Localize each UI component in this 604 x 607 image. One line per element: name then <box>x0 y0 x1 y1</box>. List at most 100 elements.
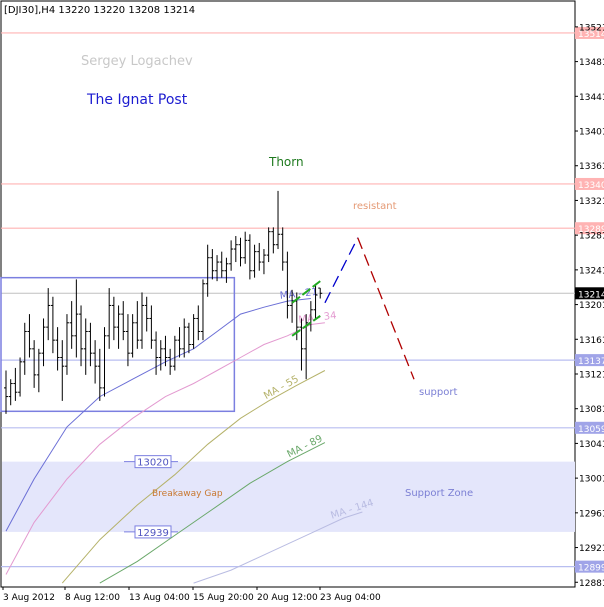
candle <box>79 305 84 367</box>
candle <box>140 292 145 349</box>
candle <box>130 314 135 358</box>
brand-watermark: The Ignat Post <box>86 92 188 108</box>
support-zone-top-tag-box <box>134 455 172 469</box>
candle <box>144 296 149 332</box>
candle <box>27 314 32 358</box>
candle <box>233 236 238 263</box>
candle <box>168 348 173 375</box>
candle <box>219 251 224 278</box>
candle <box>13 367 18 401</box>
candle <box>238 237 243 267</box>
candle <box>229 240 234 271</box>
candle <box>60 340 65 401</box>
support-zone-bottom-tag-box <box>134 525 172 539</box>
candle <box>158 340 163 371</box>
candle <box>97 348 102 401</box>
candle <box>116 305 121 349</box>
level-tag-13514: 13514 <box>578 30 604 40</box>
candle <box>313 283 318 319</box>
candle <box>247 234 252 280</box>
level-tag-bg-13137 <box>575 354 604 367</box>
candle <box>280 227 285 271</box>
candle <box>154 331 159 375</box>
candle <box>276 190 281 250</box>
candle <box>121 301 126 341</box>
candle <box>186 322 191 354</box>
level-tag-bg-13059 <box>575 421 604 434</box>
level-tag-bg-13340 <box>575 177 604 190</box>
candle <box>172 335 177 371</box>
candle <box>252 244 257 278</box>
candle <box>224 257 229 283</box>
candle <box>50 296 55 354</box>
candle <box>55 327 60 371</box>
candle <box>196 305 201 341</box>
candle <box>41 318 46 367</box>
candle <box>261 249 266 275</box>
candle <box>88 322 93 367</box>
candle <box>163 335 168 367</box>
level-tag-bg-12899 <box>575 560 604 573</box>
projection-line-1 <box>324 237 359 304</box>
candle <box>177 327 182 358</box>
x-tick-label: 23 Aug 04:00 <box>320 593 381 603</box>
ma-line-3 <box>61 370 326 584</box>
level-tag-13137: 13137 <box>578 357 604 367</box>
level-tag-bg-13289 <box>575 222 604 235</box>
candle <box>74 279 79 358</box>
candle <box>200 279 205 341</box>
x-tick-label: 3 Aug 2012 <box>3 593 55 603</box>
author-watermark: Sergey Logachev <box>81 54 193 69</box>
resistant-label: resistant <box>353 201 397 212</box>
flag-line-1 <box>291 280 321 304</box>
x-tick-label: 13 Aug 04:00 <box>129 593 190 603</box>
level-tag-13340: 13340 <box>578 181 604 191</box>
support-zone-bottom-tag: 12939 <box>137 528 169 539</box>
support-zone-band <box>2 461 575 532</box>
thorn-label: Thorn <box>268 155 304 169</box>
level-tag-bg-13514 <box>575 26 604 39</box>
ma-line-4 <box>99 442 326 584</box>
candle <box>191 314 196 349</box>
candle <box>215 255 220 282</box>
candle <box>32 340 37 388</box>
candle <box>22 322 27 375</box>
candle <box>111 296 116 341</box>
ma-line-2 <box>5 322 325 575</box>
level-tag-13289: 13289 <box>578 225 604 235</box>
candle <box>210 249 215 280</box>
candle <box>266 227 271 263</box>
candle <box>205 244 210 297</box>
ma-line-5 <box>193 511 363 584</box>
symbol-info: [DJI30],H4 13220 13220 13208 13214 <box>4 5 195 16</box>
candle <box>135 301 140 349</box>
candle <box>243 231 248 264</box>
candle <box>182 318 187 358</box>
candle <box>46 288 51 341</box>
candle <box>102 327 107 397</box>
candle <box>285 251 290 319</box>
candle <box>107 288 112 349</box>
flag-line-2 <box>291 315 321 337</box>
ma-label-1: MA - 21 <box>279 287 318 302</box>
x-tick-label: 8 Aug 12:00 <box>65 593 120 603</box>
candle <box>318 287 323 299</box>
candle <box>149 305 154 349</box>
candle <box>125 314 130 367</box>
candle <box>64 314 69 375</box>
last-price-tag-bg <box>575 287 604 300</box>
